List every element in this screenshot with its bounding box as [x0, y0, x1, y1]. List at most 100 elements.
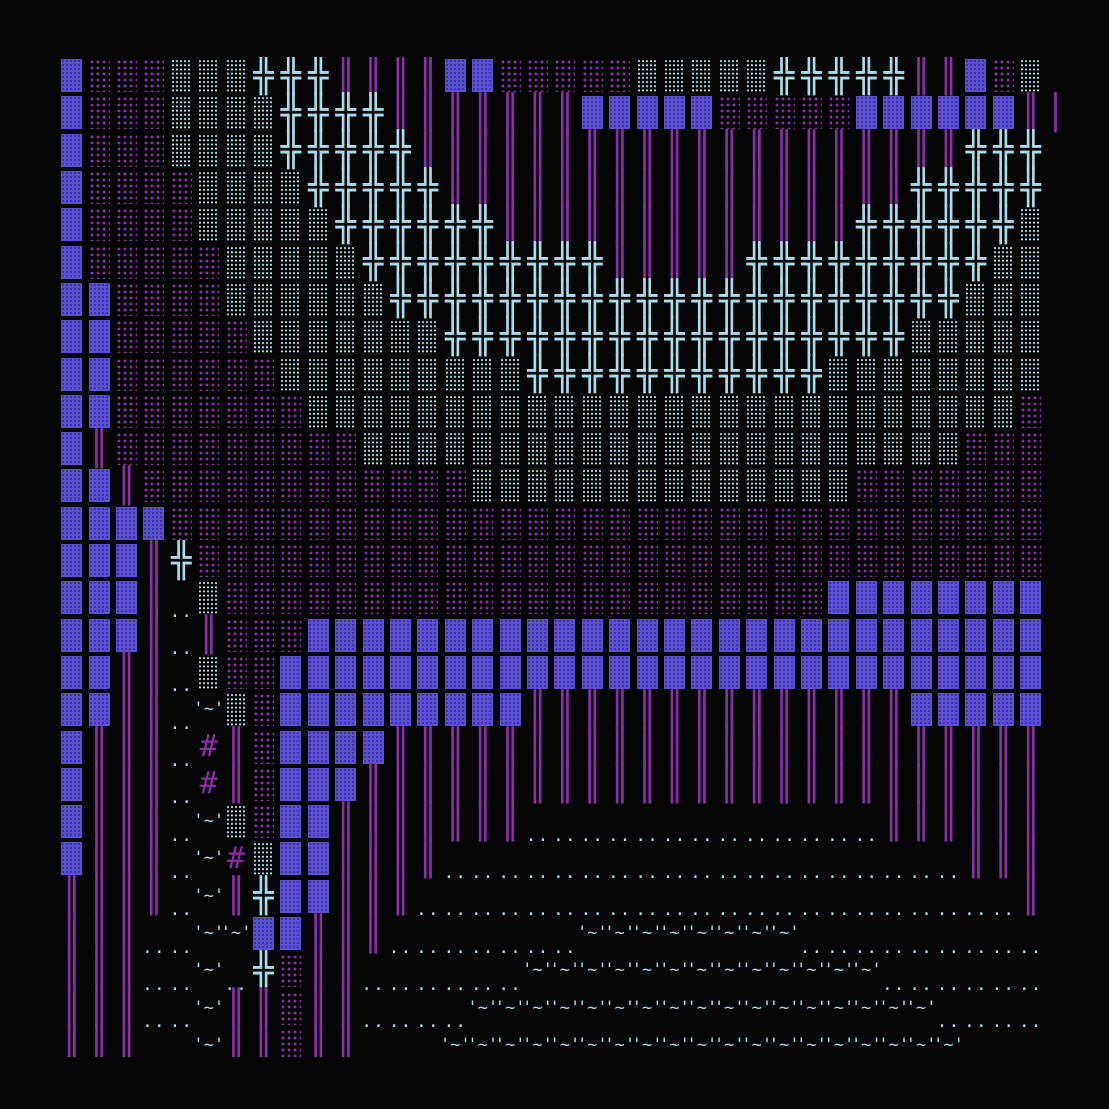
double-bar-glyph: ║ — [417, 764, 439, 805]
blue-block-glyph — [524, 617, 551, 654]
cyan-dense-glyph — [277, 244, 304, 281]
cross-glyph: ╬ — [554, 279, 576, 320]
cyan-dense-glyph — [551, 430, 578, 467]
double-bar-glyph: ║ — [965, 727, 987, 768]
double-bar-glyph: ║ — [499, 167, 521, 208]
cross-glyph: ╬ — [417, 242, 439, 283]
cyan-dense-glyph — [359, 430, 386, 467]
blue-block-glyph — [770, 654, 797, 691]
blue-block-glyph — [880, 617, 907, 654]
blue-block-glyph — [633, 94, 660, 131]
double-bar-glyph: ║ — [582, 689, 603, 730]
purple-dot-glyph — [442, 505, 469, 542]
blue-block-glyph — [551, 654, 578, 691]
blue-block-glyph — [85, 467, 112, 504]
double-bar-glyph: ║ — [582, 727, 603, 768]
purple-dot-glyph — [551, 579, 578, 616]
double-bar-glyph: ║ — [362, 57, 384, 96]
blue-block-glyph — [305, 654, 332, 691]
dots-glyph: .. — [169, 787, 194, 809]
tilde-glyph: '~' — [686, 997, 718, 1018]
blue-block-glyph — [853, 617, 880, 654]
cross-glyph: ╬ — [280, 92, 302, 133]
blue-block-glyph — [58, 281, 85, 318]
purple-dot-glyph — [935, 542, 962, 579]
tilde-glyph: '~' — [193, 960, 225, 981]
cross-glyph: ╬ — [280, 130, 302, 171]
blue-block-glyph — [1017, 691, 1044, 728]
purple-dot-glyph — [579, 57, 606, 94]
double-bar-glyph: ║ — [116, 988, 137, 1029]
cross-glyph: ╬ — [362, 204, 384, 245]
cyan-dense-glyph — [359, 393, 386, 430]
cyan-dense-glyph — [469, 467, 496, 504]
double-bar-glyph: ║ — [691, 204, 713, 245]
cyan-dense-glyph — [825, 467, 852, 504]
tilde-glyph: '~' — [686, 923, 718, 944]
tilde-glyph: '~' — [494, 1034, 526, 1055]
blue-block-glyph — [58, 505, 85, 542]
double-bar-glyph: ║ — [335, 57, 356, 96]
tilde-glyph: '~' — [878, 997, 910, 1018]
cyan-dense-glyph — [716, 430, 743, 467]
purple-dot-glyph — [113, 132, 140, 169]
dots-glyph: .. — [416, 899, 440, 921]
double-bar-glyph: ║ — [746, 130, 767, 171]
blue-block-glyph — [85, 505, 112, 542]
purple-dot-glyph — [140, 318, 167, 355]
purple-dot-glyph — [113, 206, 140, 243]
double-bar-glyph: ║ — [609, 689, 630, 730]
cyan-dense-glyph — [195, 206, 222, 243]
purple-dot-glyph — [935, 467, 962, 504]
blue-block-glyph — [305, 728, 332, 765]
double-bar-glyph: ║ — [609, 242, 630, 283]
purple-dot-glyph — [935, 505, 962, 542]
blue-block-glyph — [277, 728, 304, 765]
double-bar-glyph: ║ — [362, 801, 384, 842]
blue-block-glyph — [551, 617, 578, 654]
double-bar-glyph: ║ — [773, 130, 795, 171]
double-bar-glyph: ║ — [362, 764, 384, 805]
cyan-dense-glyph — [579, 393, 606, 430]
purple-dot-glyph — [579, 579, 606, 616]
cross-glyph: ╬ — [636, 279, 658, 320]
purple-dot-glyph — [825, 542, 852, 579]
double-bar-glyph: ║ — [527, 130, 548, 171]
purple-dot-glyph — [140, 244, 167, 281]
tilde-glyph: '~' — [193, 848, 225, 869]
dots-glyph: .. — [470, 973, 495, 995]
double-bar-glyph: ║ — [527, 727, 548, 768]
double-bar-glyph: ║ — [88, 913, 110, 954]
blue-block-glyph — [58, 467, 85, 504]
dots-glyph: .. — [361, 973, 385, 995]
cross-glyph: ╬ — [938, 279, 959, 320]
tilde-glyph: '~' — [823, 1034, 855, 1055]
purple-dot-glyph — [113, 393, 140, 430]
hash-glyph: # — [227, 840, 246, 876]
cyan-dense-glyph — [990, 355, 1017, 392]
cross-glyph: ╬ — [801, 354, 822, 395]
tilde-glyph: '~' — [576, 997, 608, 1018]
purple-dot-glyph — [496, 505, 523, 542]
cyan-dense-glyph — [1017, 57, 1044, 94]
double-bar-glyph: ║ — [965, 838, 987, 879]
double-bar-glyph: ║ — [856, 727, 877, 768]
double-bar-glyph: ║ — [472, 167, 493, 208]
purple-dot-glyph — [907, 467, 934, 504]
double-bar-glyph: ║ — [910, 764, 932, 805]
blue-block-glyph — [606, 94, 633, 131]
dots-glyph: .. — [799, 936, 824, 958]
double-bar-glyph: ║ — [582, 764, 603, 805]
cyan-dense-glyph — [880, 430, 907, 467]
cyan-dense-glyph — [743, 393, 770, 430]
cross-glyph: ╬ — [527, 354, 548, 395]
dots-glyph: .. — [142, 973, 166, 995]
dots-glyph: .. — [607, 824, 632, 846]
double-bar-glyph: ║ — [116, 689, 137, 730]
dots-glyph: .. — [690, 899, 714, 921]
cyan-dense-glyph — [414, 318, 441, 355]
dots-glyph: .. — [936, 1011, 961, 1033]
purple-dot-glyph — [469, 505, 496, 542]
cross-glyph: ╬ — [417, 167, 439, 208]
purple-dot-glyph — [524, 542, 551, 579]
